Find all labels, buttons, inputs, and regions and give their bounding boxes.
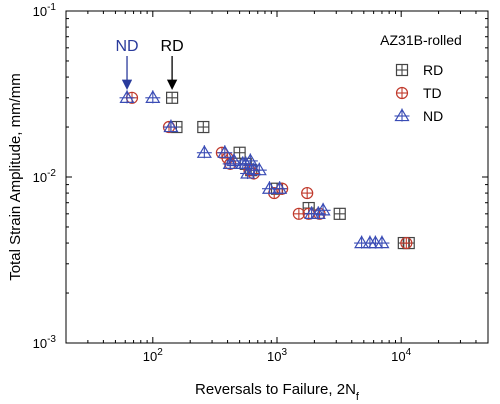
data-point-nd <box>145 90 161 104</box>
legend-marker-nd <box>394 108 410 122</box>
data-point-nd <box>251 162 267 176</box>
plot-frame <box>65 10 489 344</box>
x-tick-label: 103 <box>267 347 287 364</box>
series-td <box>125 91 413 250</box>
data-point-rd <box>333 207 346 220</box>
legend-item-nd: ND <box>394 108 443 124</box>
legend-label-nd: ND <box>423 108 443 124</box>
annotation-rd-label: RD <box>161 38 184 55</box>
series-rd <box>165 91 415 250</box>
data-point-rd <box>165 91 179 104</box>
x-tick-label: 102 <box>143 347 163 364</box>
y-axis-title: Total Strain Amplitude, mm/mm <box>7 73 24 281</box>
data-point-td <box>301 186 314 200</box>
data-point-nd <box>196 145 212 159</box>
x-tick-label: 104 <box>391 347 411 364</box>
data-point-nd <box>119 90 135 104</box>
legend-item-td: TD <box>395 85 442 101</box>
legend-item-rd: RD <box>395 62 443 78</box>
data-point-nd <box>242 153 258 167</box>
data-point-nd <box>217 145 233 159</box>
legend-label-td: TD <box>423 85 442 101</box>
data-point-rd <box>233 146 246 159</box>
data-point-nd <box>226 153 242 167</box>
x-axis-title-subscript: f <box>356 391 360 403</box>
data-point-nd <box>272 181 288 195</box>
data-point-nd <box>374 235 390 249</box>
x-axis-title-main: Reversals to Failure, 2N <box>195 381 356 398</box>
y-tick-label: 10-3 <box>33 334 57 351</box>
legend-title: AZ31B-rolled <box>380 32 462 48</box>
legend-label-rd: RD <box>423 62 443 78</box>
annotation-nd-label: ND <box>115 38 138 55</box>
data-point-nd <box>163 119 179 133</box>
data-point-rd <box>197 120 210 134</box>
y-tick-label: 10-2 <box>33 168 57 185</box>
legend-marker-td <box>395 86 409 100</box>
data-point-td <box>400 236 413 250</box>
y-tick-label: 10-1 <box>33 2 57 19</box>
series-nd <box>119 90 390 249</box>
x-axis-title: Reversals to Failure, 2Nf <box>195 381 360 403</box>
legend-marker-rd <box>395 63 409 77</box>
data-point-nd <box>315 202 331 216</box>
